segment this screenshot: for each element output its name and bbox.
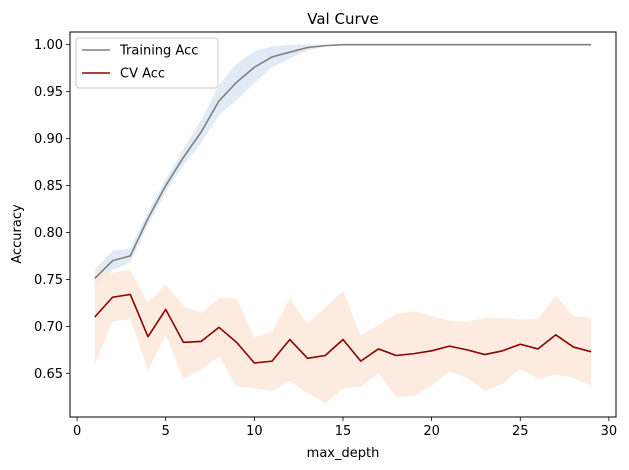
legend-label-cv-acc: CV Acc <box>120 67 165 82</box>
x-tick-label: 30 <box>601 424 618 439</box>
x-tick-label: 10 <box>246 424 263 439</box>
y-tick-label: 0.95 <box>34 85 63 100</box>
y-tick-label: 0.75 <box>34 273 63 288</box>
confidence-bands <box>94 44 592 404</box>
x-tick-label: 5 <box>162 424 170 439</box>
x-tick-label: 25 <box>512 424 529 439</box>
training-acc-std-band <box>94 44 592 287</box>
x-tick-label: 15 <box>335 424 352 439</box>
y-tick-label: 0.85 <box>34 179 63 194</box>
y-tick-label: 0.65 <box>34 367 63 382</box>
x-axis-ticks: 0 5 10 15 20 25 30 <box>73 417 617 439</box>
legend: Training Acc CV Acc <box>75 37 219 89</box>
y-tick-label: 0.70 <box>34 320 63 335</box>
cv-acc-line <box>94 293 592 364</box>
y-tick-label: 1.00 <box>34 38 63 53</box>
y-tick-label: 0.80 <box>34 226 63 241</box>
x-tick-label: 20 <box>423 424 440 439</box>
chart-title: Val Curve <box>307 10 378 28</box>
legend-label-training-acc: Training Acc <box>119 44 198 59</box>
series-lines <box>94 43 592 364</box>
legend-box <box>75 37 219 89</box>
x-tick-label: 0 <box>73 424 81 439</box>
y-axis-label: Accuracy <box>10 204 25 264</box>
y-axis-ticks: 0.65 0.70 0.75 0.80 0.85 0.90 0.95 1.00 <box>34 38 70 382</box>
y-tick-label: 0.90 <box>34 132 63 147</box>
cv-acc-std-band <box>94 270 592 404</box>
training-acc-line <box>94 43 592 280</box>
x-axis-label: max_depth <box>307 446 380 461</box>
